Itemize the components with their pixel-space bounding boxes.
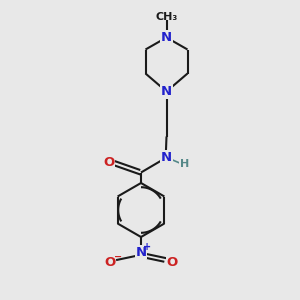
Text: N: N [161, 31, 172, 44]
Text: O: O [103, 155, 114, 169]
Text: O: O [104, 256, 116, 269]
Text: −: − [114, 252, 122, 262]
Text: N: N [135, 245, 147, 259]
Text: O: O [166, 256, 178, 269]
Text: H: H [180, 159, 189, 169]
Text: N: N [161, 85, 172, 98]
Text: CH₃: CH₃ [155, 11, 178, 22]
Text: N: N [161, 151, 172, 164]
Text: +: + [143, 242, 151, 252]
